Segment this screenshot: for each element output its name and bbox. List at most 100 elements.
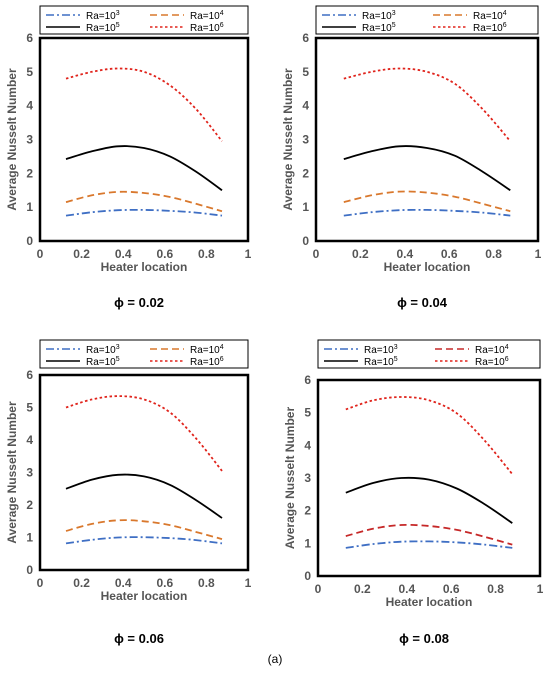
y-tick-label: 6 [26,368,33,382]
y-tick-label: 1 [302,200,309,214]
x-tick-label: 0.6 [156,247,173,261]
series-line [65,473,223,519]
legend-exponent: 6 [220,356,224,363]
y-tick-label: 6 [302,31,309,45]
legend-entry: Ra=103 [86,344,120,356]
x-tick-label: 1 [245,576,252,590]
y-tick-label: 1 [304,536,311,550]
x-axis-title: Heater location [101,260,188,274]
legend-entry: Ra=103 [362,10,396,22]
legend-entry: Ra=104 [190,10,224,22]
x-tick-label: 0.4 [398,582,415,596]
y-tick-label: 6 [26,31,33,45]
series-line [345,396,513,475]
legend-entry: Ra=105 [86,356,120,368]
series-line [65,145,223,192]
y-tick-label: 3 [304,471,311,485]
x-tick-label: 0.8 [487,582,504,596]
series-line [345,476,513,524]
chart-panel-2: Ra=103 Ra=104 Ra=105 Ra=106 0 1 2 3 4 5 6 0 0.2 0.4 0.… [281,5,542,310]
legend-entry: Ra=103 [86,10,120,22]
legend-box [317,339,541,369]
x-axis-title: Heater location [386,595,473,609]
y-tick-label: 2 [302,166,309,180]
legend-entry: Ra=104 [473,10,507,22]
y-tick-label: 5 [304,406,311,420]
series-line [65,67,223,142]
legend-entry: Ra=105 [86,22,120,34]
series-line [65,519,223,540]
series-line [343,190,511,213]
x-axis-title: Heater location [384,260,471,274]
legend-exponent: 5 [392,22,396,29]
y-tick-label: 3 [302,133,309,147]
series-line [343,67,511,142]
y-tick-label: 1 [26,200,33,214]
x-tick-label: 0.2 [73,247,90,261]
y-tick-label: 0 [26,234,33,248]
x-tick-label: 0.8 [485,247,502,261]
y-tick-label: 1 [26,531,33,545]
x-tick-label: 0.2 [352,247,369,261]
y-tick-label: 4 [26,433,33,447]
legend-exponent: 4 [220,10,224,17]
x-tick-label: 0 [313,247,320,261]
x-tick-label: 0.4 [396,247,413,261]
y-tick-label: 2 [304,504,311,518]
x-tick-label: 1 [537,582,544,596]
x-tick-label: 0.4 [115,576,132,590]
series-line [65,395,223,472]
x-axis-title: Heater location [101,589,188,603]
legend-entry: Ra=106 [475,356,509,368]
legend-entry: Ra=104 [190,344,224,356]
legend-exponent: 3 [394,344,398,351]
series-line [65,536,223,545]
y-tick-label: 3 [26,133,33,147]
y-tick-label: 4 [302,99,309,113]
legend-entry: Ra=105 [362,22,396,34]
legend-exponent: 6 [505,356,509,363]
legend-exponent: 4 [505,344,509,351]
y-tick-label: 5 [302,65,309,79]
legend-exponent: 4 [220,344,224,351]
x-tick-label: 1 [245,247,252,261]
x-tick-label: 0.6 [443,582,460,596]
legend-entry: Ra=106 [190,356,224,368]
x-tick-label: 0.2 [73,576,90,590]
y-tick-label: 2 [26,498,33,512]
y-axis-title: Average Nusselt Number [5,68,19,211]
legend-exponent: 5 [394,356,398,363]
legend-entry: Ra=106 [473,22,507,34]
panel-caption: ϕ = 0.06 [114,631,164,646]
legend-box [39,5,249,35]
series-line [345,523,513,546]
y-axis-title: Average Nusselt Number [281,68,295,211]
figure-label: (a) [268,652,283,666]
legend-entry: Ra=106 [190,22,224,34]
x-tick-label: 0 [315,582,322,596]
y-axis-title: Average Nusselt Number [283,407,297,550]
series-line [343,208,511,217]
y-tick-label: 0 [302,234,309,248]
y-tick-label: 2 [26,166,33,180]
chart-panel-4: Ra=103 Ra=104 Ra=105 Ra=106 0 1 2 3 4 5 6 0 0.2 0.4 0.… [283,339,544,646]
plot-frame [316,378,542,578]
chart-panel-1: Ra=103 Ra=104 Ra=105 Ra=106 0 1 2 3 4 5 6 0 0.2 0.4 0.… [5,5,252,310]
legend-exponent: 3 [392,10,396,17]
y-tick-label: 4 [304,438,311,452]
legend-exponent: 5 [116,22,120,29]
series-line [345,540,513,549]
legend-box [315,5,539,35]
y-tick-label: 4 [26,99,33,113]
legend-box [39,339,249,369]
legend-exponent: 3 [116,344,120,351]
x-tick-label: 1 [535,247,542,261]
legend-exponent: 6 [220,22,224,29]
legend-entry: Ra=103 [364,344,398,356]
y-tick-label: 0 [304,569,311,583]
legend-entry: Ra=104 [475,344,509,356]
series-line [343,145,511,192]
plot-frame [38,36,250,243]
y-tick-label: 0 [26,563,33,577]
